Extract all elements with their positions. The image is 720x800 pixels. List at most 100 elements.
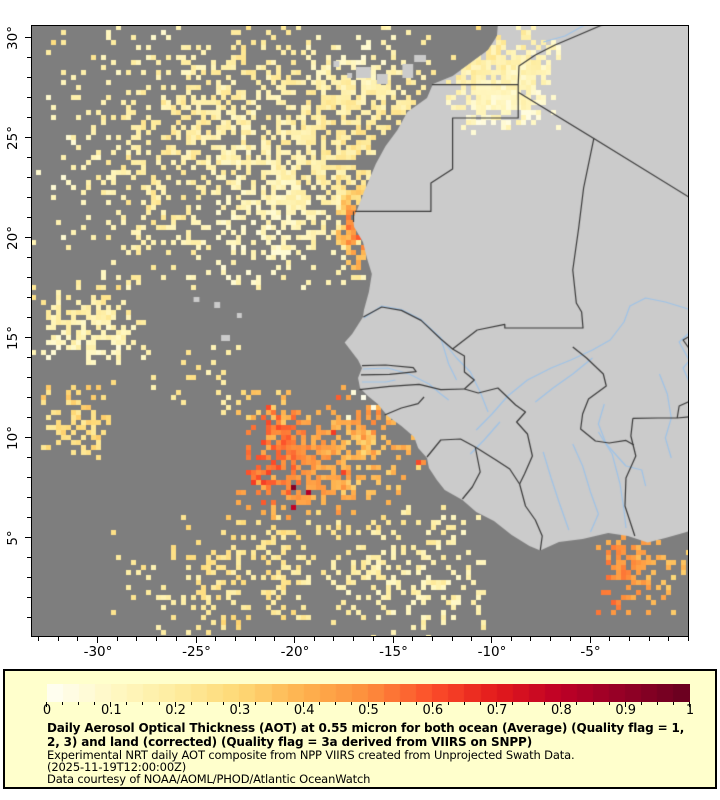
x-minor-tick bbox=[530, 637, 532, 641]
x-minor-tick bbox=[688, 637, 689, 641]
x-major-tick bbox=[491, 637, 492, 643]
y-major-tick bbox=[25, 537, 31, 538]
cb-minor-tick bbox=[142, 702, 144, 705]
cb-minor-tick bbox=[656, 702, 658, 705]
cb-minor-tick bbox=[206, 702, 208, 705]
cb-minor-tick bbox=[287, 702, 289, 705]
y-minor-tick bbox=[27, 377, 31, 378]
x-tick-label: -10° bbox=[477, 644, 507, 660]
x-major-tick bbox=[392, 637, 394, 643]
cb-major-tick bbox=[560, 702, 562, 707]
y-minor-tick bbox=[27, 217, 31, 218]
colorbar bbox=[47, 684, 690, 702]
x-tick-label: -25° bbox=[182, 644, 211, 660]
y-minor-tick bbox=[27, 117, 31, 118]
cb-tick-label: 0 bbox=[42, 703, 52, 718]
y-minor-tick bbox=[27, 597, 31, 598]
x-tick-label: -20° bbox=[280, 644, 310, 660]
cb-tick-label: 0.2 bbox=[165, 703, 186, 718]
x-major-tick bbox=[294, 637, 295, 643]
y-minor-tick bbox=[27, 577, 31, 578]
cb-minor-tick bbox=[94, 702, 96, 705]
x-minor-tick bbox=[451, 637, 453, 641]
x-major-tick bbox=[589, 637, 591, 643]
cb-tick-label: 0.1 bbox=[100, 703, 122, 718]
x-minor-tick bbox=[116, 637, 118, 641]
cb-minor-tick bbox=[271, 702, 273, 705]
x-tick-label: -5° bbox=[580, 644, 601, 660]
cb-tick-label: 0.3 bbox=[229, 703, 251, 718]
x-minor-tick bbox=[136, 637, 138, 641]
cb-minor-tick bbox=[62, 702, 64, 705]
x-minor-tick bbox=[372, 637, 374, 641]
y-tick-label: 25° bbox=[5, 126, 21, 150]
cb-minor-tick bbox=[672, 702, 674, 705]
y-major-tick bbox=[25, 437, 31, 438]
y-major-tick bbox=[25, 337, 31, 338]
cb-major-tick bbox=[689, 702, 690, 707]
y-tick-label: 5° bbox=[5, 530, 21, 546]
cb-tick-label: 0.5 bbox=[358, 703, 379, 718]
cb-minor-tick bbox=[158, 702, 160, 705]
x-minor-tick bbox=[609, 637, 611, 641]
cb-major-tick bbox=[624, 702, 626, 707]
legend-credit: Data courtesy of NOAA/AOML/PHOD/Atlantic… bbox=[47, 772, 371, 786]
cb-tick-label: 0.4 bbox=[293, 703, 315, 718]
y-minor-tick bbox=[27, 557, 31, 558]
cb-minor-tick bbox=[528, 702, 530, 705]
legend-subtitle: Experimental NRT daily AOT composite fro… bbox=[47, 748, 575, 762]
cb-minor-tick bbox=[190, 702, 192, 705]
x-minor-tick bbox=[274, 637, 276, 641]
x-minor-tick bbox=[333, 637, 335, 641]
y-minor-tick bbox=[27, 97, 31, 98]
y-minor-tick bbox=[27, 357, 31, 358]
cb-tick-label: 0.6 bbox=[422, 703, 444, 718]
x-major-tick bbox=[195, 637, 197, 643]
y-minor-tick bbox=[27, 197, 31, 198]
cb-minor-tick bbox=[544, 702, 546, 705]
cb-minor-tick bbox=[512, 702, 514, 705]
y-minor-tick bbox=[27, 297, 31, 298]
y-minor-tick bbox=[27, 257, 31, 258]
cb-tick-label: 1 bbox=[685, 703, 695, 718]
legend-title-line2: 2, 3) and land (corrected) (Quality flag… bbox=[47, 735, 533, 749]
x-minor-tick bbox=[668, 637, 670, 641]
cb-minor-tick bbox=[447, 702, 449, 705]
y-minor-tick bbox=[27, 497, 31, 498]
y-tick-label: 20° bbox=[5, 226, 21, 250]
cb-minor-tick bbox=[463, 702, 465, 705]
x-minor-tick bbox=[313, 637, 315, 641]
y-minor-tick bbox=[27, 77, 31, 78]
legend-timestamp: (2025-11-19T12:00:00Z) bbox=[47, 760, 187, 774]
x-minor-tick bbox=[254, 637, 256, 641]
y-minor-tick bbox=[27, 517, 31, 518]
y-minor-tick bbox=[27, 177, 31, 178]
x-minor-tick bbox=[37, 637, 39, 641]
cb-tick-label: 0.9 bbox=[615, 703, 637, 718]
x-minor-tick bbox=[648, 637, 650, 641]
x-minor-tick bbox=[628, 637, 630, 641]
y-major-tick bbox=[25, 37, 31, 38]
map-plot: -30° -25° -20° -15° -10° -5° 30° 25° 20° 15° 10° 5… bbox=[5, 25, 689, 660]
cb-minor-tick bbox=[480, 702, 482, 705]
y-tick-label: 10° bbox=[5, 426, 21, 450]
cb-major-tick bbox=[46, 702, 47, 707]
cb-major-tick bbox=[496, 702, 498, 707]
y-minor-tick bbox=[27, 457, 31, 458]
x-minor-tick bbox=[57, 637, 59, 641]
cb-minor-tick bbox=[78, 702, 80, 705]
y-tick-label: 30° bbox=[5, 26, 21, 50]
cb-major-tick bbox=[303, 702, 305, 707]
x-minor-tick bbox=[412, 637, 414, 641]
y-minor-tick bbox=[27, 477, 31, 478]
y-major-tick bbox=[25, 237, 31, 238]
x-minor-tick bbox=[234, 637, 236, 641]
y-minor-tick bbox=[27, 57, 31, 58]
cb-minor-tick bbox=[415, 702, 417, 705]
y-minor-tick bbox=[27, 417, 31, 418]
x-minor-tick bbox=[550, 637, 552, 641]
cb-minor-tick bbox=[383, 702, 385, 705]
cb-minor-tick bbox=[254, 702, 256, 705]
cb-minor-tick bbox=[592, 702, 594, 705]
